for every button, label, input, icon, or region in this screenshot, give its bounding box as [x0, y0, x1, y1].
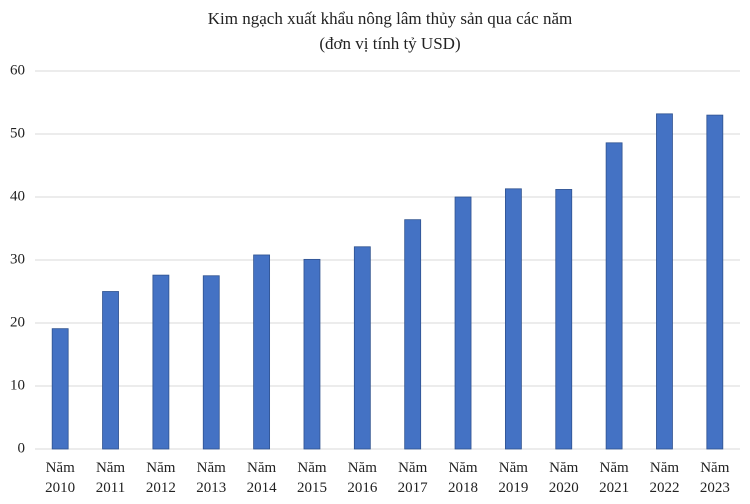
chart-subtitle: (đơn vị tính tỷ USD) — [319, 34, 460, 53]
y-tick-label: 40 — [10, 188, 25, 204]
bar — [253, 254, 271, 450]
y-tick-label: 0 — [18, 440, 26, 456]
x-tick-label: Năm 2014 — [246, 460, 277, 496]
x-tick-label: Năm 2012 — [145, 460, 176, 496]
x-tick-label: Năm 2023 — [699, 460, 730, 496]
x-tick-label: Năm 2017 — [397, 460, 428, 496]
bar — [504, 188, 522, 450]
x-tick-label: Năm 2013 — [196, 460, 227, 496]
bar — [454, 196, 472, 450]
bar — [656, 113, 673, 450]
bar — [404, 219, 422, 450]
bar — [706, 114, 724, 450]
bar — [605, 142, 623, 450]
bar — [555, 189, 573, 450]
bar — [51, 328, 69, 450]
x-tick-label: Năm 2022 — [649, 460, 680, 496]
chart-title: Kim ngạch xuất khẩu nông lâm thủy sản qu… — [208, 9, 572, 28]
bar — [102, 291, 119, 450]
x-tick-label: Năm 2011 — [95, 460, 126, 496]
x-tick-label: Năm 2015 — [296, 460, 327, 496]
bar — [303, 258, 321, 450]
y-tick-label: 10 — [10, 377, 25, 393]
bar — [152, 274, 170, 450]
x-tick-label: Năm 2021 — [599, 460, 630, 496]
x-tick-label: Năm 2018 — [448, 460, 479, 496]
y-tick-label: 20 — [10, 314, 25, 330]
x-tick-label: Năm 2019 — [498, 460, 529, 496]
bar — [353, 246, 371, 450]
y-tick-label: 60 — [10, 62, 25, 78]
y-tick-label: 30 — [10, 251, 25, 267]
x-tick-label: Năm 2010 — [45, 460, 76, 496]
x-tick-label: Năm 2020 — [548, 460, 579, 496]
bar — [202, 275, 220, 450]
y-tick-label: 50 — [10, 125, 25, 141]
x-tick-label: Năm 2016 — [347, 460, 378, 496]
